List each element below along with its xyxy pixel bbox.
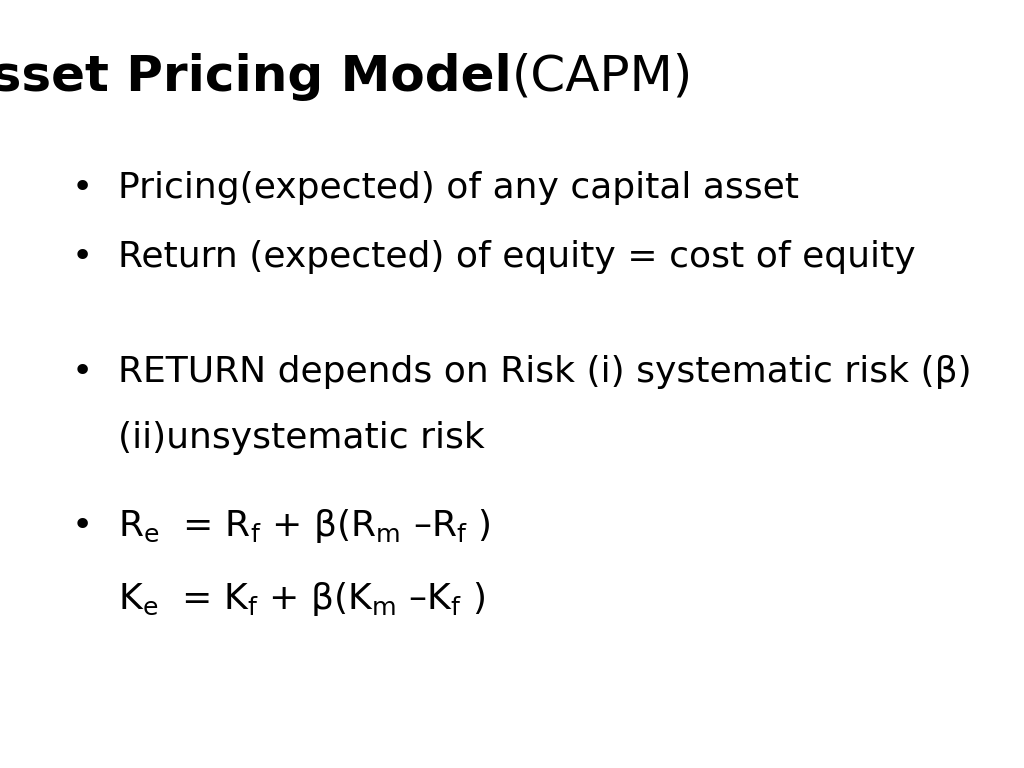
Text: •: • xyxy=(72,240,92,274)
Text: $\mathregular{K_e}$  = $\mathregular{K_f}$ + β($\mathregular{K_m}$ –$\mathregula: $\mathregular{K_e}$ = $\mathregular{K_f}… xyxy=(118,580,485,618)
Text: •: • xyxy=(72,356,92,389)
Text: Return (expected) of equity = cost of equity: Return (expected) of equity = cost of eq… xyxy=(118,240,915,274)
Text: (CAPM): (CAPM) xyxy=(512,53,693,101)
Text: •: • xyxy=(72,171,92,205)
Text: Pricing(expected) of any capital asset: Pricing(expected) of any capital asset xyxy=(118,171,799,205)
Text: RETURN depends on Risk (i) systematic risk (β): RETURN depends on Risk (i) systematic ri… xyxy=(118,356,972,389)
Text: $\mathregular{R_e}$  = $\mathregular{R_f}$ + β($\mathregular{R_m}$ –$\mathregula: $\mathregular{R_e}$ = $\mathregular{R_f}… xyxy=(118,507,490,545)
Text: •: • xyxy=(72,509,92,543)
Text: (ii)unsystematic risk: (ii)unsystematic risk xyxy=(118,421,484,455)
Text: Capital Asset Pricing Model: Capital Asset Pricing Model xyxy=(0,53,512,101)
